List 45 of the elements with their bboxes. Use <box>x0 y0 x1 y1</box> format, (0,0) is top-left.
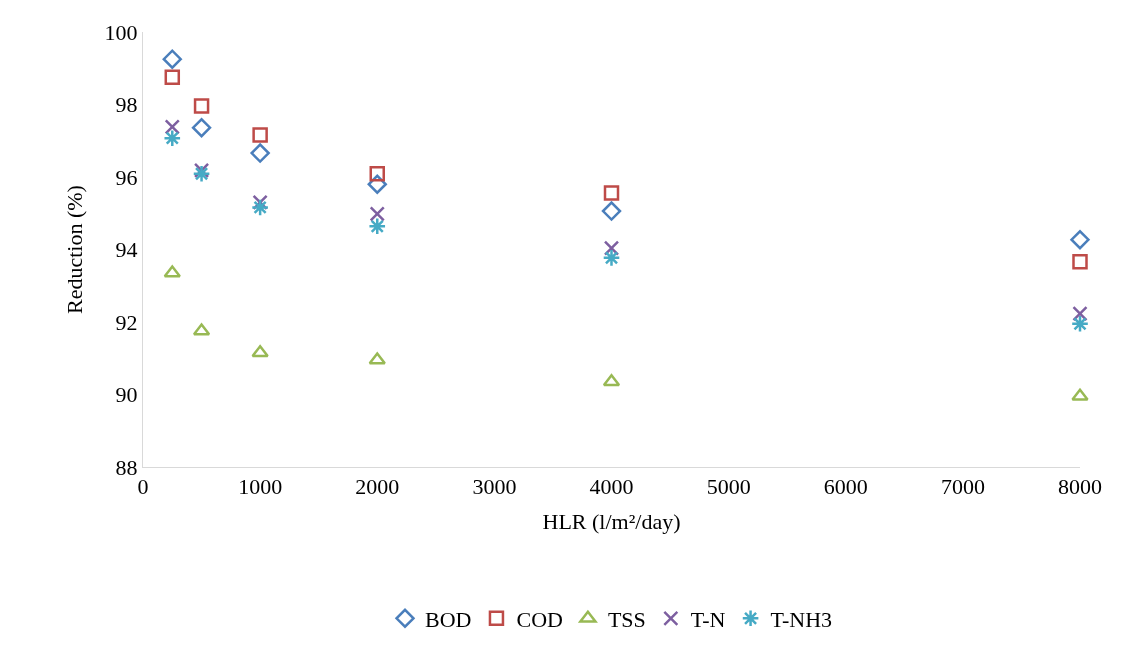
y-tick-label: 100 <box>104 19 138 45</box>
point <box>367 174 387 194</box>
point <box>162 49 182 69</box>
point <box>252 127 268 143</box>
y-tick-label: 88 <box>115 454 138 480</box>
x-tick-label: 6000 <box>823 474 868 500</box>
legend-label: T-N <box>690 606 726 632</box>
point <box>192 164 211 183</box>
x-tick-label: 1000 <box>238 474 283 500</box>
x-tick-label: 5000 <box>706 474 751 500</box>
point <box>1070 314 1090 333</box>
y-tick-label: 98 <box>115 92 138 118</box>
x-tick-label: 2000 <box>355 474 400 500</box>
legend-label: BOD <box>425 606 472 632</box>
point <box>251 198 270 217</box>
x-axis-title: HLR (l/m²/day) <box>542 509 681 535</box>
x-tick-label: 3000 <box>472 474 517 500</box>
point <box>163 129 182 148</box>
legend-label: T-NH3 <box>770 606 833 632</box>
point <box>1072 254 1088 270</box>
x-tick-label: 4000 <box>589 474 634 500</box>
x-tick-label: 7000 <box>940 474 985 500</box>
y-tick-label: 96 <box>115 164 138 190</box>
point <box>1071 388 1089 401</box>
point <box>191 118 212 138</box>
y-axis-title: Reduction (%) <box>62 185 88 314</box>
point <box>1070 230 1090 250</box>
point <box>251 345 269 358</box>
y-tick-label: 92 <box>115 309 138 335</box>
point <box>603 185 620 201</box>
point <box>250 143 270 163</box>
point <box>369 165 385 182</box>
legend-label: TSS <box>607 606 646 632</box>
point <box>601 201 622 221</box>
point <box>368 217 387 236</box>
point <box>164 69 181 86</box>
legend-label: COD <box>516 606 563 632</box>
x-tick-label: 0 <box>137 474 149 500</box>
y-tick-label: 90 <box>115 382 138 408</box>
point <box>164 119 181 135</box>
y-tick-label: 94 <box>115 237 138 263</box>
point <box>602 248 621 267</box>
x-tick-label: 8000 <box>1058 474 1102 500</box>
point <box>193 98 210 114</box>
point <box>369 206 385 222</box>
